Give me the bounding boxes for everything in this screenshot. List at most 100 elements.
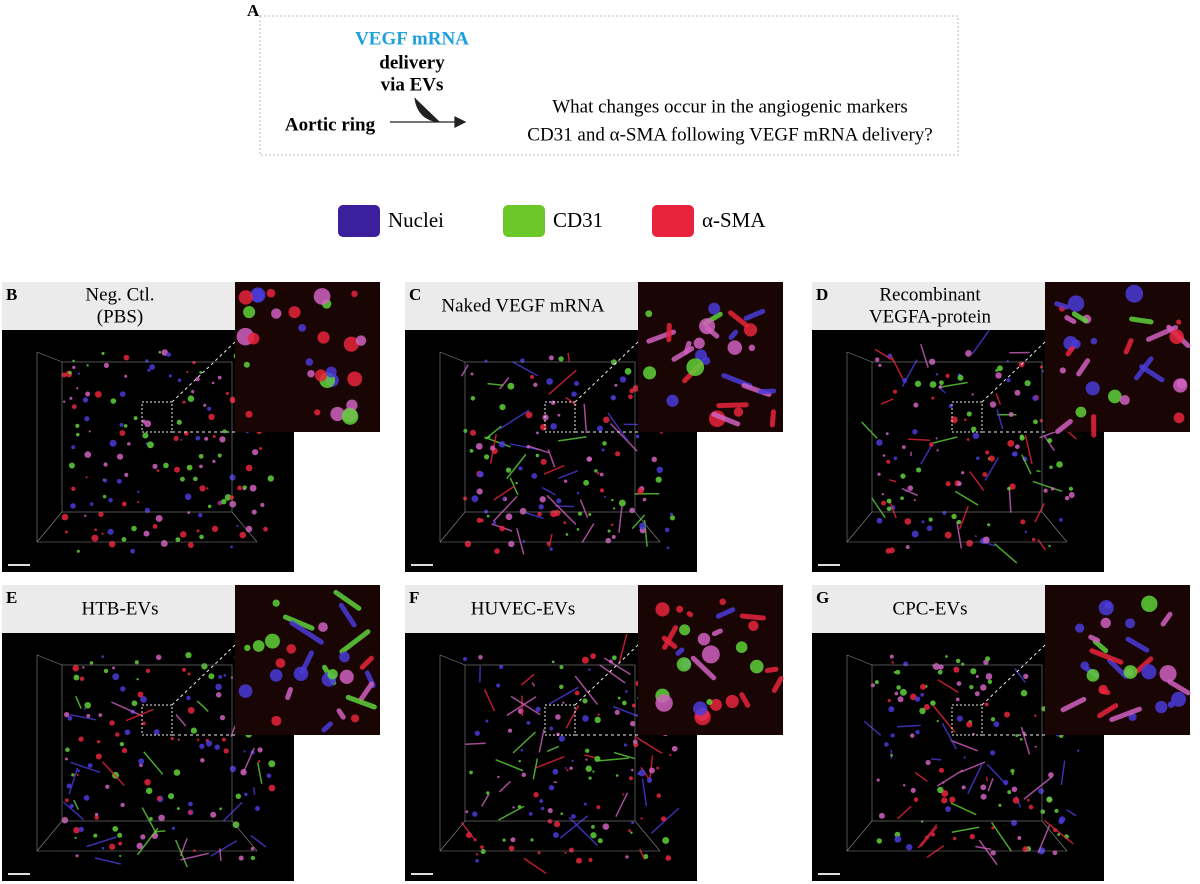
cell — [211, 525, 219, 533]
fiber — [125, 708, 154, 722]
cell — [1059, 816, 1066, 823]
fiber — [498, 409, 530, 430]
panel-letter: E — [6, 588, 17, 607]
cell — [485, 719, 489, 723]
inset-fiber — [1055, 418, 1073, 435]
cell — [985, 450, 990, 455]
cell — [199, 534, 204, 540]
inset-cell — [330, 406, 345, 422]
fiber — [492, 495, 518, 522]
fiber — [950, 802, 977, 816]
inset-fiber — [711, 411, 741, 427]
cell — [83, 794, 90, 801]
cell — [195, 376, 200, 382]
fiber — [1014, 667, 1026, 683]
cell — [96, 740, 101, 744]
inset-fiber — [1076, 358, 1091, 377]
inset-cell — [327, 669, 338, 680]
cell — [1023, 673, 1029, 679]
inset-cell — [272, 599, 280, 607]
inset-cell — [693, 337, 705, 349]
cell — [913, 402, 919, 408]
fiber — [70, 761, 101, 773]
fiber — [180, 852, 209, 861]
inset-fiber — [1092, 639, 1109, 654]
cell — [542, 414, 549, 421]
cell — [174, 466, 180, 473]
cell — [563, 521, 567, 525]
fiber — [897, 805, 912, 820]
cell — [499, 525, 506, 532]
fiber — [531, 682, 536, 687]
fiber — [967, 763, 983, 794]
fiber — [565, 396, 577, 406]
cell — [941, 790, 949, 797]
cell — [1012, 796, 1020, 804]
cell — [510, 837, 516, 843]
fiber — [584, 754, 595, 759]
cell — [1027, 798, 1030, 802]
cell — [130, 548, 135, 554]
cell — [196, 529, 200, 533]
inset-cell — [1123, 665, 1138, 679]
cell — [249, 484, 257, 492]
fiber — [920, 343, 929, 368]
cell — [895, 669, 901, 675]
zoom-region — [544, 704, 576, 736]
cell — [205, 740, 213, 747]
cell — [484, 509, 489, 514]
cell — [115, 732, 120, 737]
cell — [982, 472, 988, 477]
cell — [1011, 786, 1018, 793]
cell — [131, 525, 137, 532]
bounding-box — [439, 351, 661, 543]
cell — [94, 528, 98, 532]
bounding-box — [464, 664, 636, 822]
cell — [603, 416, 610, 423]
inset-cell — [264, 633, 280, 649]
inset-fiber — [1134, 356, 1154, 381]
cell — [186, 370, 189, 374]
cell — [945, 655, 948, 658]
inset-fiber — [1109, 706, 1142, 723]
fiber — [547, 449, 556, 468]
cell — [546, 541, 551, 546]
cell — [480, 845, 484, 850]
cell — [119, 854, 122, 858]
cell — [94, 391, 102, 398]
inset-fiber — [771, 675, 784, 693]
cell — [518, 759, 521, 763]
cell — [215, 692, 222, 698]
cell — [990, 850, 996, 856]
cell — [1052, 850, 1058, 856]
cell — [72, 664, 80, 672]
cell — [476, 488, 483, 495]
cell — [116, 453, 124, 460]
cell — [219, 807, 223, 811]
cell — [156, 654, 162, 660]
fiber — [880, 398, 894, 405]
fiber — [175, 714, 187, 727]
cell — [180, 438, 183, 441]
cell — [105, 784, 110, 789]
cell — [910, 787, 916, 794]
cell — [85, 391, 91, 397]
fiber — [493, 485, 516, 501]
inset-fiber — [1065, 345, 1075, 357]
cell — [103, 462, 108, 467]
cell — [985, 673, 993, 680]
fiber — [1024, 434, 1033, 465]
cell — [1032, 395, 1038, 401]
cell — [622, 793, 625, 796]
legend-swatch — [503, 205, 545, 237]
cell — [1017, 836, 1022, 840]
inset-cell — [1141, 664, 1157, 680]
cell — [198, 453, 204, 459]
fiber — [1037, 538, 1047, 551]
cell — [944, 531, 952, 539]
cell — [976, 456, 980, 460]
cell — [149, 364, 156, 370]
panel-title: HTB-EVs — [81, 598, 158, 619]
inset-cell — [243, 305, 256, 319]
panel: G CPC-EVs — [812, 585, 1191, 881]
